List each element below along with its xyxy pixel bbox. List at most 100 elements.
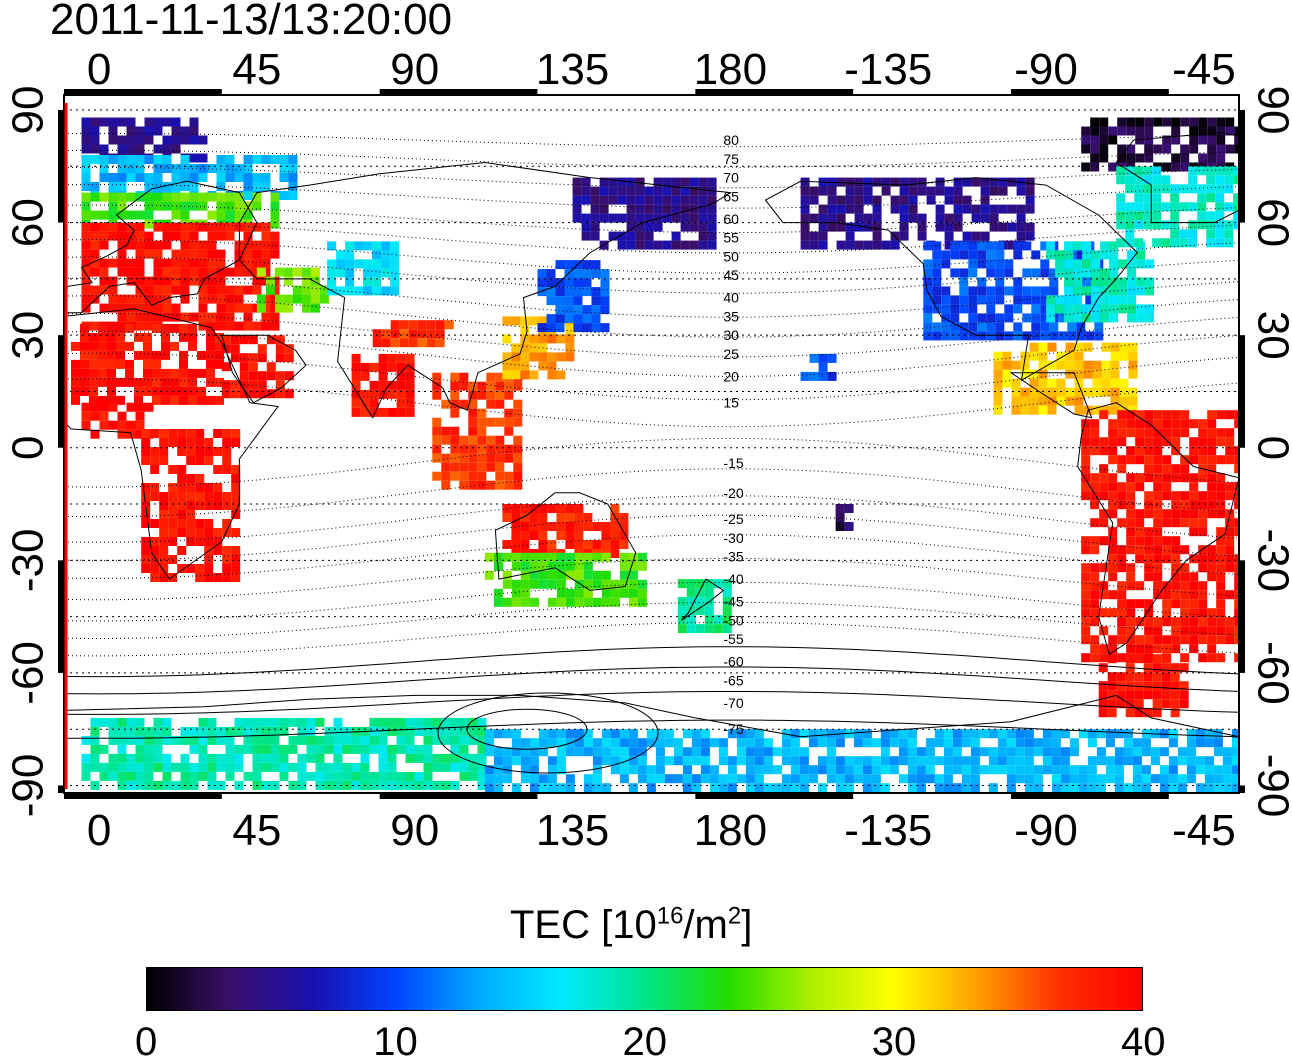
tec-cell [998, 186, 1008, 196]
tec-cell [1055, 295, 1065, 305]
tec-cell [288, 717, 298, 727]
tec-cell [1216, 635, 1226, 645]
tec-cell [1144, 572, 1154, 582]
tec-cell [189, 222, 199, 232]
tec-cell [108, 294, 118, 304]
tec-cell [1231, 756, 1239, 766]
tec-cell [180, 240, 190, 250]
tec-cell [1180, 464, 1190, 474]
tec-cell [484, 783, 494, 793]
tec-cell [1119, 396, 1129, 406]
tec-cell [432, 426, 442, 436]
tec-cell [486, 390, 496, 400]
tec-cell [600, 305, 610, 315]
tec-cell [1162, 410, 1172, 420]
tec-cell [1150, 747, 1160, 757]
tec-cell [923, 304, 933, 314]
tec-cell [351, 762, 361, 772]
tec-cell [932, 250, 942, 260]
tec-cell [99, 402, 109, 412]
tec-cell [1180, 153, 1190, 163]
tec-cell [396, 717, 406, 727]
tec-cell [1207, 419, 1217, 429]
tec-cell [700, 756, 710, 766]
tec-cell [898, 729, 908, 739]
tec-cell [582, 305, 592, 315]
tec-cell [1153, 545, 1163, 555]
tec-cell [216, 294, 226, 304]
tec-cell [279, 744, 289, 754]
tec-cell [441, 762, 451, 772]
tec-cell [977, 313, 987, 323]
tec-cell [1092, 369, 1102, 379]
tec-cell [722, 597, 732, 607]
tec-cell [1073, 268, 1083, 278]
tec-cell [153, 780, 163, 790]
tec-cell [727, 729, 737, 739]
coastline-path [238, 161, 732, 419]
tec-cell [1135, 117, 1145, 127]
tec-cell [152, 323, 161, 333]
tec-cell [283, 276, 293, 286]
tec-cell [529, 352, 539, 362]
tec-cell [171, 267, 181, 277]
tec-cell [1042, 756, 1052, 766]
tec-cell [177, 546, 187, 555]
tec-cell [1162, 545, 1172, 555]
tec-cell [90, 135, 100, 145]
tec-cell [1144, 644, 1154, 654]
tec-cell [387, 389, 397, 399]
tec-cell [971, 231, 981, 241]
tec-cell [977, 259, 987, 269]
tec-cell [635, 186, 645, 196]
tec-cell [1216, 545, 1226, 555]
tec-cell [1114, 756, 1124, 766]
tec-cell [772, 747, 782, 757]
tec-cell [1177, 747, 1187, 757]
tec-cell [583, 747, 593, 757]
tec-cell [1125, 184, 1135, 194]
tec-cell [231, 465, 241, 474]
tec-cell [450, 399, 460, 409]
tec-cell [144, 231, 154, 241]
tec-cell [1042, 747, 1052, 757]
magnetic-latitude-label: -55 [723, 631, 743, 647]
tec-cell [159, 456, 169, 465]
tec-cell [143, 350, 152, 360]
tec-cell [1186, 738, 1196, 748]
tec-cell [980, 231, 990, 241]
tec-cell [1152, 654, 1162, 664]
tec-cell [1207, 455, 1217, 465]
tec-cell [180, 222, 190, 232]
tec-cell [556, 504, 566, 513]
tec-cell [809, 213, 819, 223]
tec-cell [216, 312, 226, 322]
tec-cell [916, 765, 926, 775]
tec-cell [1110, 396, 1120, 406]
tec-cell [556, 522, 566, 531]
tec-cell [477, 753, 487, 763]
tec-cell [628, 579, 638, 589]
tec-cell [99, 411, 109, 421]
tec-cell [1241, 729, 1250, 738]
tec-cell [435, 329, 445, 339]
tec-cell [844, 756, 854, 766]
tec-cell [342, 771, 352, 781]
tec-cell [1117, 428, 1127, 438]
tec-cell [1065, 342, 1075, 352]
tec-cell [800, 371, 810, 381]
tec-cell [261, 321, 271, 331]
tec-cell [1117, 635, 1127, 645]
tec-cell [601, 588, 611, 598]
tec-cell [1234, 500, 1239, 510]
tec-cell [1007, 204, 1017, 214]
tec-cell [225, 744, 235, 754]
tec-cell [135, 144, 145, 154]
tec-cell [907, 747, 917, 757]
tec-cell [854, 240, 864, 250]
tec-cell [126, 126, 136, 136]
tec-cell [1189, 135, 1199, 145]
tec-cell [257, 371, 267, 381]
tec-cell [288, 173, 298, 182]
tec-cell [301, 285, 311, 295]
